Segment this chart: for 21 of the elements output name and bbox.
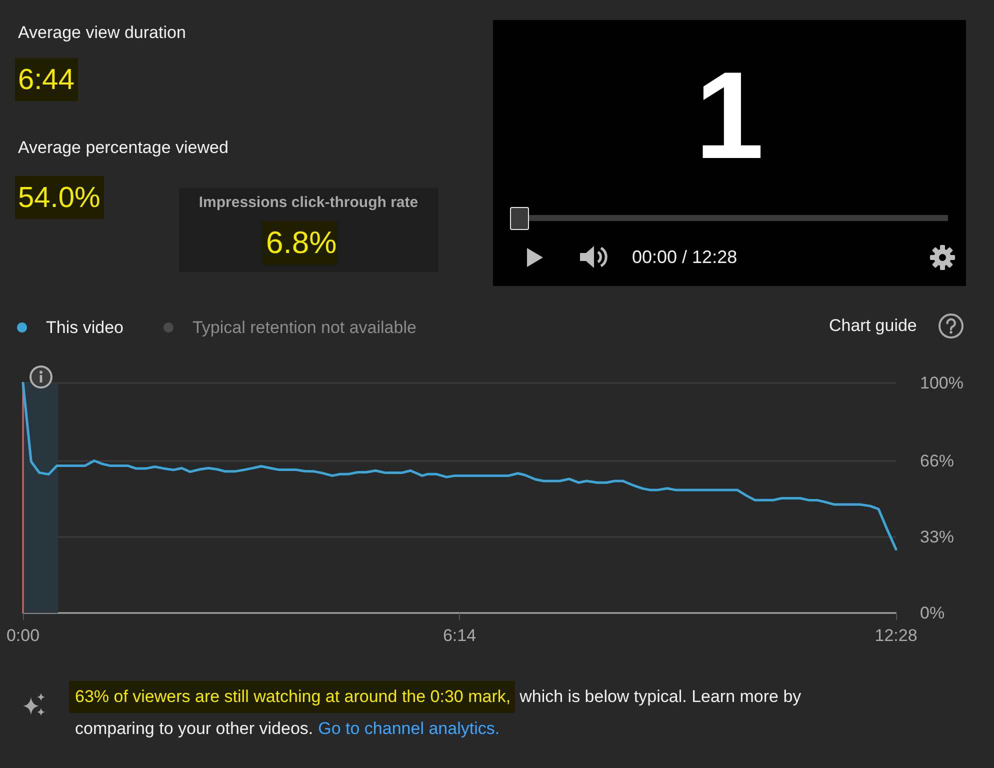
text: Average view duration [18,23,186,43]
text: 54.0% [15,176,104,219]
line-series [22,382,898,551]
text: 6:44 [15,58,78,101]
x-tick-label: 6:14 [442,626,476,645]
y-tick-label: 66% [920,452,954,471]
text: Chart guide [829,316,917,336]
legend-label: Typical retention not available [192,318,416,337]
text: comparing to your other videos. [75,719,314,738]
x-tick-label: 0:00 [6,626,40,645]
y-tick-label: 100% [920,374,964,392]
y-tick-label: 0% [920,604,945,622]
x-tick-label: 12:28 [874,626,918,645]
legend-label: This video [46,318,124,337]
y-tick-label: 33% [920,528,954,547]
text: which is below typical. Learn more by [520,687,802,706]
text: Go to channel analytics. [318,719,500,738]
metric-card: Impressions click-through rate 6.8% [179,188,438,272]
text: Average percentage viewed [18,138,228,158]
video-player: 1 00:00 / 12:28 [493,20,966,286]
text: 63% of viewers are still watching at around the 0:30 mark, [69,681,515,713]
